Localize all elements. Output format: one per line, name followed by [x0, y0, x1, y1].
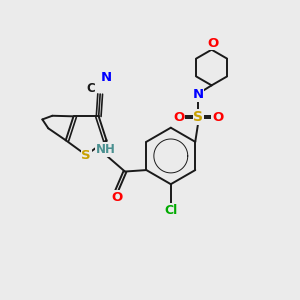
Text: O: O: [111, 191, 122, 204]
Text: S: S: [193, 110, 203, 124]
Text: N: N: [100, 71, 112, 84]
Text: S: S: [81, 148, 91, 162]
Text: O: O: [212, 111, 223, 124]
Text: C: C: [86, 82, 95, 94]
Text: O: O: [208, 37, 219, 50]
Text: Cl: Cl: [164, 203, 177, 217]
Text: O: O: [173, 111, 184, 124]
Text: NH: NH: [96, 143, 116, 156]
Text: N: N: [193, 88, 204, 101]
